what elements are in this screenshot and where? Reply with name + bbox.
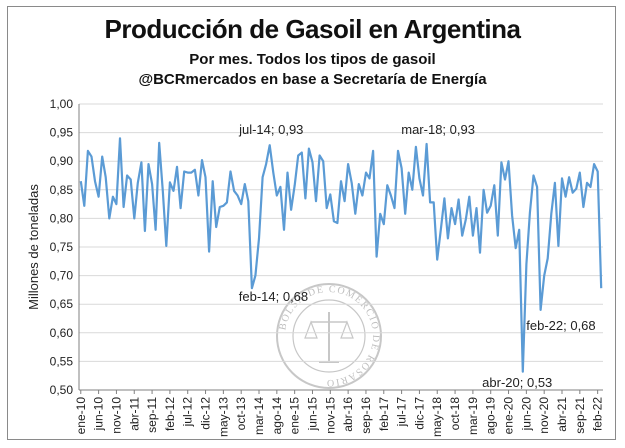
x-tick-label: sep-21 — [573, 397, 587, 434]
x-tick-label: dic-12 — [199, 397, 213, 430]
x-tick-label: jun-20 — [519, 397, 533, 432]
x-tick-label: ene-20 — [502, 397, 516, 435]
y-tick-label: 0,75 — [50, 240, 74, 254]
x-tick-label: ene-10 — [74, 397, 88, 435]
data-annotation: feb-22; 0,68 — [526, 318, 595, 333]
x-tick-label: jul-17 — [395, 397, 409, 428]
y-tick-label: 0,70 — [50, 269, 74, 283]
y-tick-label: 0,95 — [50, 126, 74, 140]
x-tick-label: abr-21 — [555, 397, 569, 432]
x-tick-label: feb-17 — [377, 397, 391, 431]
x-tick-label: sep-16 — [359, 397, 373, 434]
y-tick-label: 0,60 — [50, 326, 74, 340]
x-tick-label: nov-10 — [109, 397, 123, 434]
x-tick-label: may-18 — [430, 397, 444, 437]
y-tick-label: 0,50 — [50, 383, 74, 397]
x-tick-label: nov-20 — [537, 397, 551, 434]
y-axis-label: Millones de toneladas — [26, 184, 41, 310]
chart-source: @BCRmercados en base a Secretaría de Ene… — [138, 71, 487, 88]
x-tick-label: mar-19 — [466, 397, 480, 435]
y-tick-label: 0,80 — [50, 211, 74, 225]
x-tick-label: dic-17 — [412, 397, 426, 430]
chart-subtitle: Por mes. Todos los tipos de gasoil — [189, 51, 436, 68]
series-line — [79, 137, 603, 373]
chart-title: Producción de Gasoil en Argentina — [104, 14, 521, 44]
x-tick-label: abr-16 — [341, 397, 355, 432]
x-tick-label: ene-15 — [288, 397, 302, 435]
y-tick-label: 0,65 — [50, 297, 74, 311]
x-tick-label: ago-19 — [484, 397, 498, 435]
x-tick-label: nov-15 — [323, 397, 337, 434]
x-tick-label: jun-15 — [305, 397, 319, 432]
x-tick-label: oct-18 — [448, 397, 462, 431]
data-annotation: feb-14; 0,68 — [239, 289, 308, 304]
x-tick-label: ago-14 — [270, 397, 284, 435]
data-annotation: jul-14; 0,93 — [238, 122, 303, 137]
y-tick-label: 0,85 — [50, 183, 74, 197]
y-tick-label: 1,00 — [50, 97, 74, 111]
x-tick-label: feb-22 — [591, 397, 605, 431]
data-annotation: mar-18; 0,93 — [401, 122, 475, 137]
y-tick-label: 0,55 — [50, 354, 74, 368]
x-tick-label: mar-14 — [252, 397, 266, 435]
x-tick-label: may-13 — [216, 397, 230, 437]
x-tick-label: feb-12 — [163, 397, 177, 431]
x-tick-label: oct-13 — [234, 397, 248, 431]
x-tick-label: sep-11 — [145, 397, 159, 433]
data-annotation: abr-20; 0,53 — [482, 375, 552, 390]
x-tick-label: jul-12 — [181, 397, 195, 428]
y-tick-label: 0,90 — [50, 154, 74, 168]
x-tick-label: abr-11 — [127, 397, 141, 431]
x-tick-label: jun-10 — [92, 397, 106, 432]
